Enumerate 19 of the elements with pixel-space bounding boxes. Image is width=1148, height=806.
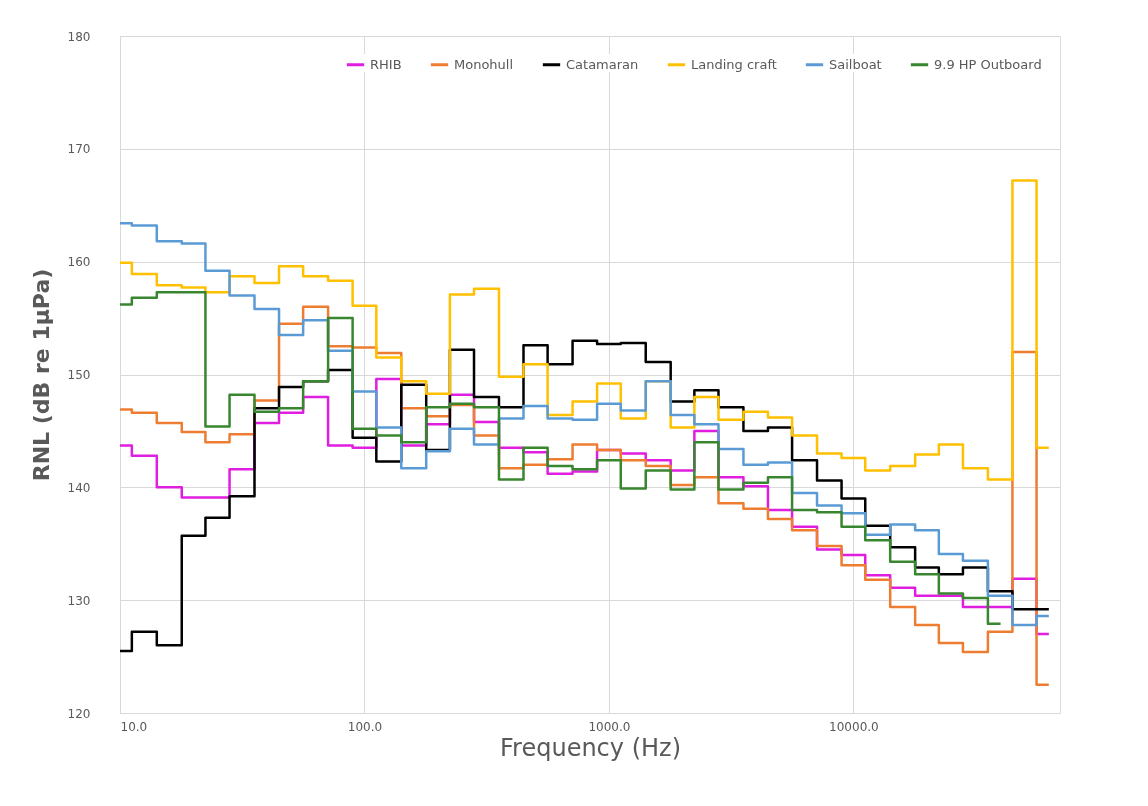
legend-label: RHIB	[370, 56, 402, 72]
y-tick-label: 170	[67, 142, 91, 157]
x-tick-label: 1000.0	[588, 719, 631, 734]
y-tick-label: 130	[67, 593, 91, 608]
y-tick-label: 180	[67, 29, 91, 44]
legend-label: 9.9 HP Outboard	[934, 56, 1042, 72]
y-axis-title: RNL (dB re 1µPa)	[28, 268, 54, 482]
legend-label: Monohull	[454, 56, 514, 72]
legend-label: Landing craft	[691, 56, 777, 72]
y-tick-label: 140	[67, 480, 91, 495]
x-tick-label: 100.0	[347, 719, 383, 734]
y-tick-label: 120	[67, 706, 91, 721]
legend-label: Catamaran	[566, 56, 639, 72]
y-tick-label: 160	[67, 255, 91, 270]
y-tick-label: 150	[67, 368, 91, 382]
x-axis-title: Frequency (Hz)	[500, 733, 681, 762]
legend-label: Sailboat	[829, 56, 882, 72]
x-tick-label: 10.0	[120, 719, 148, 734]
x-tick-label: 10000.0	[829, 719, 879, 734]
